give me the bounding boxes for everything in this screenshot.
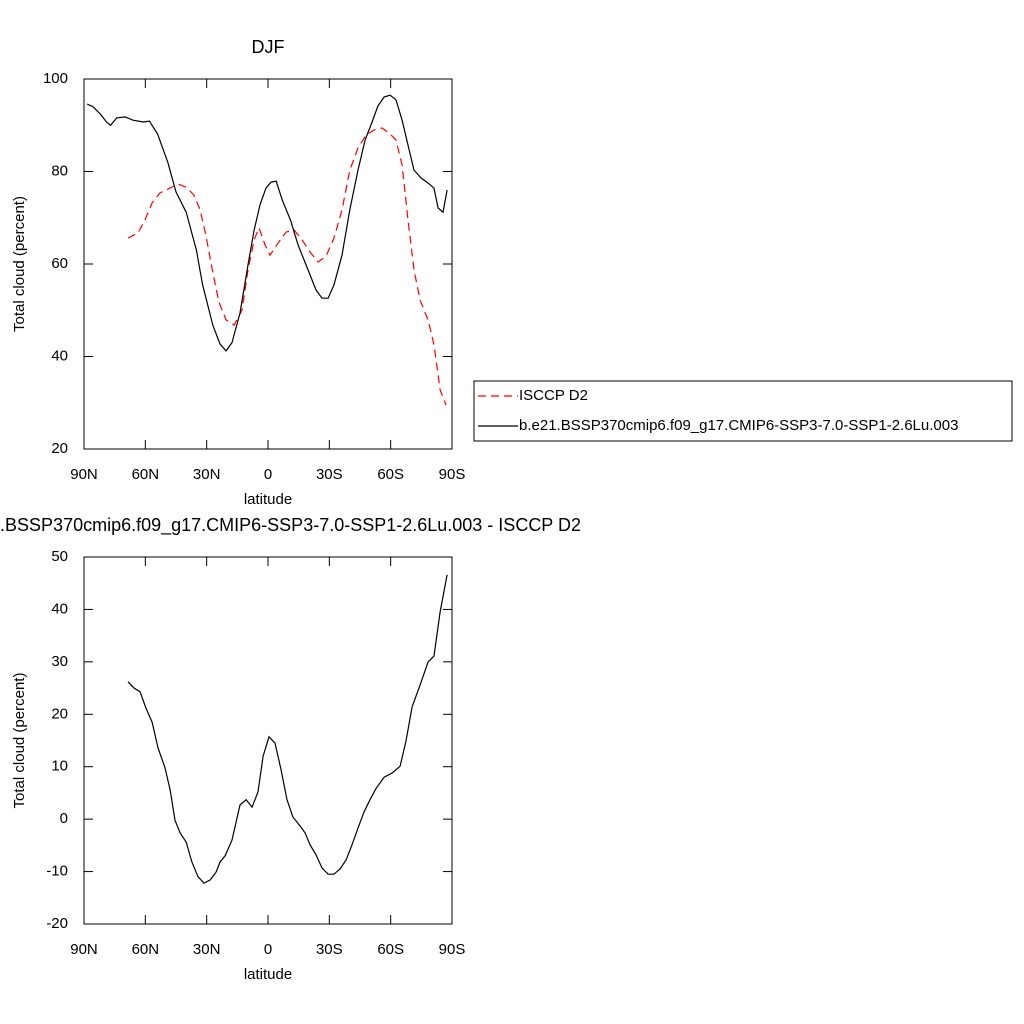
- y-tick-label: 30: [51, 653, 68, 670]
- plot-frame: [83, 78, 453, 450]
- x-tick-label: 60N: [132, 466, 160, 483]
- x-tick-label: 90S: [439, 941, 466, 958]
- chart-title: DJF: [252, 37, 285, 57]
- x-tick-label: 60S: [377, 466, 404, 483]
- y-tick-label: 50: [51, 548, 68, 565]
- x-axis-label: latitude: [244, 491, 292, 508]
- x-tick-label: 0: [264, 466, 272, 483]
- line-series: [127, 574, 448, 884]
- y-tick-label: -20: [46, 915, 68, 932]
- y-tick-label: 80: [51, 162, 68, 179]
- x-tick-label: 60N: [132, 941, 160, 958]
- x-tick-label: 0: [264, 941, 272, 958]
- legend: ISCCP D2 b.e21.BSSP370cmip6.f09_g17.CMIP6…: [473, 380, 1013, 442]
- legend-label: ISCCP D2: [519, 387, 588, 404]
- y-tick-label: 0: [60, 810, 68, 827]
- y-tick-label: 40: [51, 347, 68, 364]
- y-tick-label: -10: [46, 863, 68, 880]
- y-axis-label: Total cloud (percent): [11, 673, 28, 809]
- y-tick-label: 60: [51, 255, 68, 272]
- y-tick-label: 40: [51, 600, 68, 617]
- y-tick-label: 20: [51, 705, 68, 722]
- x-tick-label: 90N: [70, 466, 98, 483]
- x-tick-label: 60S: [377, 941, 404, 958]
- legend-label: b.e21.BSSP370cmip6.f09_g17.CMIP6-SSP3-7.…: [519, 417, 958, 434]
- line-series: [86, 94, 448, 352]
- plot-frame: [83, 556, 453, 925]
- x-axis-label: latitude: [244, 966, 292, 983]
- x-tick-label: 30N: [193, 466, 221, 483]
- x-tick-label: 30N: [193, 941, 221, 958]
- legend-box: [473, 380, 1013, 442]
- y-axis-label: Total cloud (percent): [11, 196, 28, 332]
- y-tick-label: 20: [51, 440, 68, 457]
- y-tick-label: 100: [43, 70, 68, 87]
- y-tick-label: 10: [51, 758, 68, 775]
- x-tick-label: 30S: [316, 466, 343, 483]
- x-tick-label: 90S: [439, 466, 466, 483]
- x-tick-label: 30S: [316, 941, 343, 958]
- chart-title: b.e21.BSSP370cmip6.f09_g17.CMIP6-SSP3-7.…: [0, 515, 581, 536]
- line-series: [127, 127, 447, 406]
- x-tick-label: 90N: [70, 941, 98, 958]
